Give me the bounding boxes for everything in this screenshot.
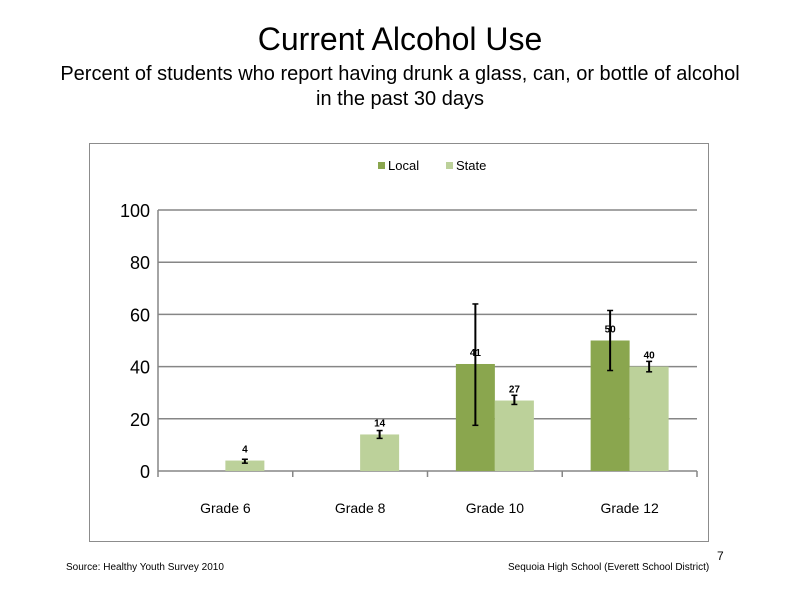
data-label: 4 xyxy=(242,445,248,456)
legend-swatch-local xyxy=(378,162,385,169)
chart-frame: 0 20 40 60 80 100 Grade 6 Grade 8 Grade 10 Grade … xyxy=(89,143,709,542)
bar-state xyxy=(360,434,400,471)
x-category-label: Grade 12 xyxy=(600,500,659,516)
legend-swatch-state xyxy=(446,162,453,169)
x-category-label: Grade 8 xyxy=(335,500,386,516)
slide-subtitle: Percent of students who report having dr… xyxy=(60,63,740,110)
data-label: 40 xyxy=(644,351,656,362)
page-number: 7 xyxy=(717,549,724,563)
x-category-label: Grade 10 xyxy=(466,500,525,516)
legend-label: State xyxy=(456,158,486,173)
y-tick-label: 60 xyxy=(130,305,150,325)
bar-state xyxy=(629,366,669,471)
data-label: 27 xyxy=(509,385,521,396)
y-tick-label: 100 xyxy=(120,201,150,221)
y-tick-label: 80 xyxy=(130,253,150,273)
x-category-label: Grade 6 xyxy=(200,500,251,516)
school-footer: Sequoia High School (Everett School Dist… xyxy=(508,562,710,573)
data-label: 50 xyxy=(605,325,617,336)
bar-state xyxy=(494,400,534,471)
y-tick-label: 40 xyxy=(130,358,150,378)
legend-label: Local xyxy=(388,158,419,173)
y-tick-label: 0 xyxy=(140,462,150,482)
y-tick-label: 20 xyxy=(130,410,150,430)
bar-chart: 0 20 40 60 80 100 Grade 6 Grade 8 Grade 10 Grade … xyxy=(120,158,698,516)
slide-title: Current Alcohol Use xyxy=(257,21,543,57)
data-label: 41 xyxy=(470,348,482,359)
data-label: 14 xyxy=(374,418,386,429)
source-note: Source: Healthy Youth Survey 2010 xyxy=(66,562,224,573)
bar-state xyxy=(225,460,265,471)
